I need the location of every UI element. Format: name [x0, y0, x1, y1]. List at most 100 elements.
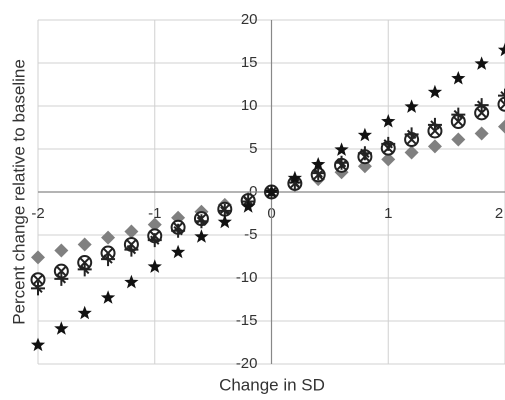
y-tick-label: 15	[241, 54, 258, 71]
star	[30, 337, 46, 352]
point	[101, 252, 116, 267]
y-tick-label: 20	[241, 11, 258, 28]
diamond	[498, 119, 505, 134]
point	[100, 290, 116, 304]
y-axis-label: Percent change relative to baseline	[9, 59, 28, 325]
point	[147, 217, 162, 232]
point	[124, 242, 139, 257]
point	[77, 262, 92, 277]
plus	[124, 242, 139, 257]
plus	[31, 281, 45, 296]
point	[101, 230, 116, 245]
y-tick-label: -5	[244, 226, 257, 243]
star	[100, 290, 116, 304]
y-tick-label: -10	[236, 269, 258, 286]
cross	[499, 99, 505, 110]
cross	[32, 274, 44, 285]
star	[497, 42, 505, 57]
point	[31, 250, 45, 265]
point	[77, 237, 92, 252]
point	[451, 132, 466, 147]
point	[30, 337, 46, 352]
point	[311, 157, 326, 171]
plus	[334, 155, 349, 170]
x-tick-label: 1	[384, 205, 392, 222]
star	[404, 99, 419, 113]
point	[287, 170, 302, 185]
plus	[404, 127, 419, 142]
x-tick-label: -1	[148, 205, 161, 222]
point	[311, 166, 326, 181]
plus	[311, 166, 326, 181]
star	[194, 229, 209, 243]
point	[381, 136, 396, 151]
star	[264, 184, 279, 199]
plus	[171, 223, 186, 238]
star	[474, 56, 489, 70]
star	[217, 214, 232, 229]
point	[147, 233, 162, 248]
plus	[498, 88, 505, 103]
y-tick-label: 5	[249, 140, 257, 157]
cross	[56, 265, 67, 277]
point	[54, 243, 69, 258]
point	[357, 146, 372, 161]
star	[241, 199, 256, 213]
cross	[476, 107, 487, 119]
point	[147, 259, 162, 273]
star	[357, 127, 372, 142]
point	[427, 139, 442, 154]
point	[54, 321, 69, 335]
point	[497, 96, 505, 112]
point	[171, 223, 186, 238]
point	[427, 84, 443, 99]
star	[124, 274, 139, 289]
point	[77, 305, 92, 320]
point	[357, 127, 372, 142]
point	[30, 272, 46, 288]
x-axis-label: Change in SD	[219, 375, 325, 394]
star	[77, 305, 92, 320]
plus	[194, 214, 209, 229]
point	[54, 271, 69, 286]
plus	[77, 262, 92, 277]
point	[474, 98, 489, 113]
plus	[357, 146, 372, 161]
point	[451, 71, 466, 85]
point	[427, 117, 442, 132]
diamond	[381, 152, 396, 167]
point	[404, 145, 419, 160]
plus	[54, 271, 69, 286]
star	[147, 259, 162, 273]
plus	[451, 107, 466, 122]
x-tick-label: -2	[31, 205, 44, 222]
point	[241, 199, 256, 213]
y-tick-label: -15	[236, 312, 258, 329]
point	[404, 127, 419, 142]
diamond	[147, 217, 162, 232]
diamond	[31, 250, 45, 265]
plus	[381, 136, 396, 151]
point	[217, 214, 232, 229]
star	[311, 157, 326, 171]
y-tick-label: 10	[241, 97, 258, 114]
star	[54, 321, 69, 335]
diamond	[404, 145, 419, 160]
point	[404, 99, 419, 113]
diamond	[101, 230, 116, 245]
point	[451, 107, 466, 122]
plus	[101, 252, 116, 267]
plus	[474, 98, 489, 113]
star	[427, 84, 443, 99]
point	[264, 184, 279, 199]
star	[287, 170, 302, 185]
diamond	[124, 224, 139, 239]
point	[334, 155, 349, 170]
diamond	[427, 139, 442, 154]
star	[334, 142, 349, 156]
point	[381, 152, 396, 167]
point	[124, 274, 139, 289]
point	[474, 56, 489, 70]
point	[381, 114, 396, 128]
